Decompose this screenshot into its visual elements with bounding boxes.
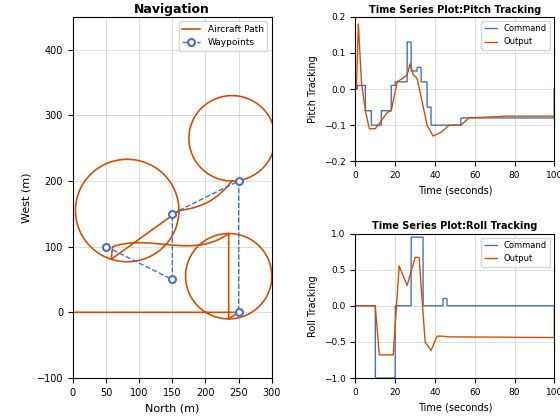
Output [516,113,522,118]
Output [355,21,362,26]
Command [388,83,395,88]
Command [482,116,488,121]
Command [482,303,488,308]
Line: Aircraft Path: Aircraft Path [73,96,275,319]
X-axis label: Time (seconds): Time (seconds) [418,186,492,196]
Title: Time Series Plot:Roll Tracking: Time Series Plot:Roll Tracking [372,221,538,231]
Waypoints [235,178,242,184]
Command [368,123,375,128]
Output [551,87,558,92]
Line: Waypoints: Waypoints [102,178,242,316]
Y-axis label: West (m): West (m) [21,172,31,223]
Title: Navigation: Navigation [134,3,210,16]
Command [388,375,395,381]
X-axis label: North (m): North (m) [145,403,199,413]
Waypoints [102,244,109,249]
Aircraft Path [146,241,153,246]
Aircraft Path [69,310,76,315]
Command [551,87,558,92]
Command [408,235,414,240]
Command [501,303,507,308]
Output [376,352,382,357]
Command [372,375,379,381]
Aircraft Path [135,158,142,163]
Y-axis label: Pitch Tracking: Pitch Tracking [308,55,318,123]
Command [472,303,478,308]
Line: Command: Command [356,42,554,125]
Output [472,334,478,339]
Line: Output: Output [356,24,554,136]
Command [472,116,478,121]
Output [412,255,418,260]
Line: Output: Output [356,257,554,355]
Waypoints [169,277,176,282]
Legend: Command, Output: Command, Output [481,21,550,50]
Waypoints [235,310,242,315]
Waypoints [169,211,176,216]
Aircraft Path [229,93,236,98]
Command [404,39,410,45]
Output [428,347,435,352]
Aircraft Path [217,310,223,315]
Line: Command: Command [356,237,554,378]
Output [482,115,488,120]
Output [501,335,507,340]
Aircraft Path [111,243,118,248]
Command [352,87,359,92]
Command [516,116,522,121]
Y-axis label: Roll Tracking: Roll Tracking [308,275,318,336]
Aircraft Path [228,178,235,184]
Output [388,352,395,357]
Output [352,87,359,92]
Output [501,114,507,119]
Aircraft Path [166,310,173,315]
Output [428,131,435,136]
Aircraft Path [128,241,134,246]
Command [551,303,558,308]
Output [516,335,522,340]
Output [352,303,359,308]
Command [501,116,507,121]
X-axis label: Time (seconds): Time (seconds) [418,402,492,412]
Legend: Aircraft Path, Waypoints: Aircraft Path, Waypoints [179,21,267,51]
Legend: Command, Output: Command, Output [481,238,550,267]
Command [352,303,359,308]
Output [551,303,558,308]
Command [516,303,522,308]
Command [428,303,435,308]
Output [482,335,488,340]
Aircraft Path [225,316,232,321]
Output [430,134,436,139]
Output [472,115,478,120]
Title: Time Series Plot:Pitch Tracking: Time Series Plot:Pitch Tracking [369,5,541,15]
Output [388,106,395,111]
Command [428,123,435,128]
